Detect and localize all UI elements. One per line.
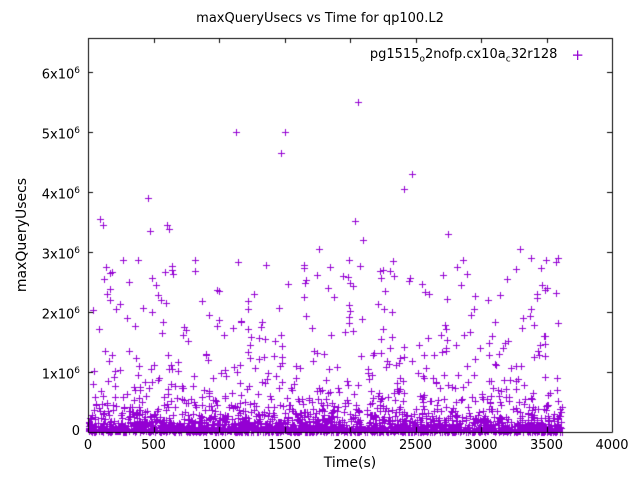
x-tick-label: 500 (141, 438, 166, 453)
y-tick-label: 5x106 (41, 126, 80, 143)
y-tick-label: 1x106 (41, 366, 80, 383)
x-tick-label: 0 (83, 438, 93, 453)
legend-label-text: 2nofp.cx10a (424, 47, 506, 62)
legend-label-text: pg1515 (369, 47, 420, 62)
x-tick-label: 1000 (202, 438, 236, 453)
legend-label: pg1515o2nofp.cx10ac32r128 (370, 47, 558, 65)
legend-label-subscript: o (419, 54, 425, 65)
x-tick-label: 4000 (595, 438, 629, 453)
legend-label-subscript: c (505, 54, 511, 65)
x-tick-label: 2500 (398, 438, 433, 453)
x-tick-label: 3500 (529, 438, 564, 453)
x-tick-label: 1500 (267, 438, 302, 453)
legend: pg1515o2nofp.cx10ac32r128 + (370, 47, 584, 65)
y-tick-label: 6x106 (41, 66, 80, 83)
x-tick-label: 2000 (333, 438, 367, 453)
y-tick-label: 2x106 (41, 306, 80, 323)
y-tick-label: 0 (71, 424, 80, 439)
plus-marker-icon: + (571, 46, 584, 65)
y-axis-label: maxQueryUsecs (14, 177, 30, 293)
chart-title: maxQueryUsecs vs Time for qp100.L2 (196, 11, 444, 26)
legend-label-text: 32r128 (510, 47, 558, 62)
y-tick-label: 3x106 (41, 246, 80, 263)
y-tick-label: 4x106 (41, 186, 80, 203)
x-tick-label: 3000 (464, 438, 498, 453)
x-axis-label: Time(s) (323, 455, 377, 471)
